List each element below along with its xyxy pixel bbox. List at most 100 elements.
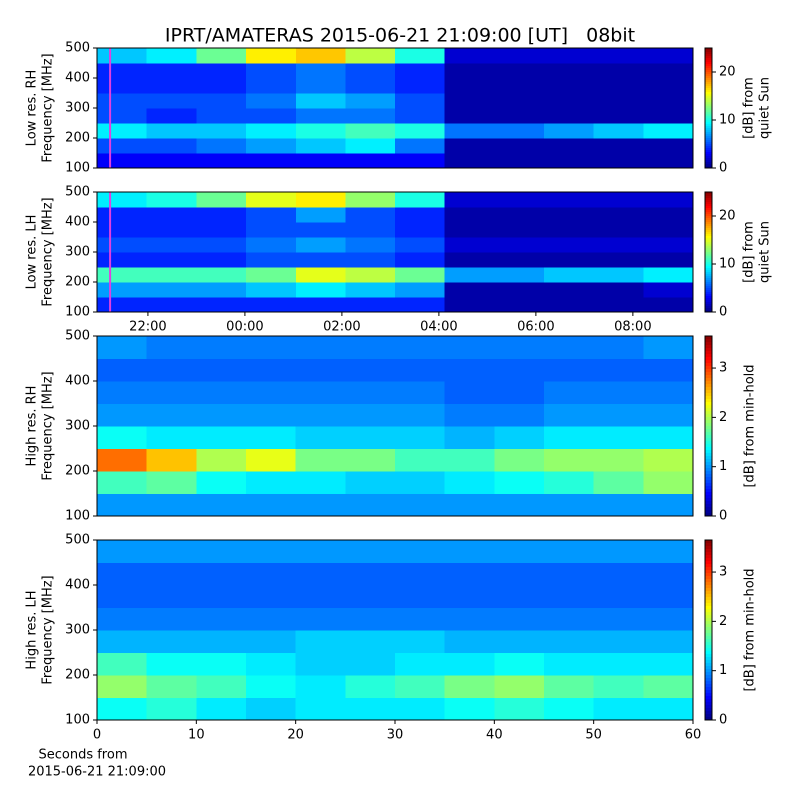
heatmap-cell [643,297,694,313]
colorbar-step [705,252,712,255]
heatmap-cell [593,585,644,608]
colorbar-step [705,120,712,123]
colorbar-step [705,414,712,418]
y-axis-label: Frequency [MHz] [41,53,56,162]
colorbar-step [705,567,712,571]
heatmap-cell [395,630,446,653]
colorbar-step [705,438,712,442]
heatmap-cell [544,48,595,64]
colorbar-step [705,444,712,448]
colorbar-step [705,648,712,652]
heatmap-cell [196,153,247,169]
colorbar-step [705,492,712,496]
heatmap-cell [97,267,147,283]
colorbar-step [705,498,712,502]
heatmap-cell [494,297,545,313]
heatmap-cell [494,48,545,64]
heatmap-cell [146,697,197,721]
colorbar-step [705,513,712,517]
colorbar-step [705,684,712,688]
heatmap-cell [643,207,694,223]
heatmap-cell [295,282,346,298]
heatmap-cell [246,448,297,472]
heatmap-cell [643,63,694,79]
heatmap-cell [97,297,147,313]
heatmap-cell [295,381,346,404]
heatmap-cell [97,403,148,427]
heatmap-cell [345,540,396,563]
colorbar-step [705,600,712,604]
colorbar-step [705,54,712,57]
colorbar-step [705,570,712,574]
heatmap-cell [245,138,297,154]
colorbar-step [705,208,712,211]
heatmap-cell [643,448,694,472]
heatmap-cell [444,282,496,298]
heatmap-cell [444,267,496,283]
colorbar-tick-label: 2 [719,614,727,629]
y-tick-label: 500 [65,329,90,344]
colorbar-step [705,348,712,352]
heatmap-cell [444,540,495,563]
colorbar-step [705,50,712,53]
heatmap-cell [97,252,147,268]
heatmap-cell [395,207,446,223]
colorbar-step [705,672,712,676]
colorbar-step [705,232,712,235]
heatmap-cell [295,697,346,721]
colorbar-step [705,200,712,203]
colorbar-step [705,507,712,511]
heatmap-cell [544,652,595,676]
heatmap-cell [544,630,595,653]
heatmap-cell [295,426,346,449]
heatmap-cell [395,48,446,64]
heatmap-cell [295,93,346,109]
heatmap-cell [444,652,495,676]
heatmap-cell [295,192,346,208]
heatmap-cell [444,403,495,427]
heatmap-cell [494,697,545,721]
colorbar-step [705,154,712,157]
y-axis-label: Frequency [MHz] [41,575,56,684]
heatmap-cell [494,93,545,109]
heatmap-cell [196,585,247,608]
heatmap-cell [196,675,247,698]
y-tick-label: 400 [65,215,90,230]
heatmap-cell [444,207,496,223]
heatmap-cell [146,48,197,64]
colorbar-step [705,621,712,625]
heatmap-cell [643,123,694,139]
heatmap-cell [395,403,446,427]
colorbar-step [705,510,712,514]
heatmap-cell [643,381,694,404]
heatmap-cell [593,381,644,404]
colorbar-step [705,294,712,297]
heatmap-cell [97,93,147,109]
heatmap-cell [345,493,396,517]
heatmap-cell [494,138,545,154]
x-axis-label: 2015-06-21 21:09:00 [28,765,166,780]
heatmap-cell [395,675,446,698]
colorbar-step [705,558,712,562]
heatmap-cell [494,562,545,586]
colorbar-step [705,462,712,466]
heatmap-cell [295,471,346,494]
heatmap-cell [544,426,595,449]
heatmap-cell [97,630,148,653]
colorbar-step [705,234,712,237]
colorbar-step [705,477,712,481]
colorbar-label: [dB] from min-hold [743,364,758,487]
colorbar-step [705,456,712,460]
colorbar-label: [dB] from [742,77,757,139]
heatmap-cell [593,403,644,427]
colorbar-step [705,100,712,103]
colorbar-frame [704,539,713,721]
heatmap-cell [643,138,694,154]
heatmap-cell [196,493,247,517]
heatmap-cell [245,297,297,313]
heatmap-cell [494,358,545,382]
colorbar-step [705,552,712,556]
colorbar-step [705,627,712,631]
colorbar-step [705,561,712,565]
heatmap-cell [295,237,346,253]
